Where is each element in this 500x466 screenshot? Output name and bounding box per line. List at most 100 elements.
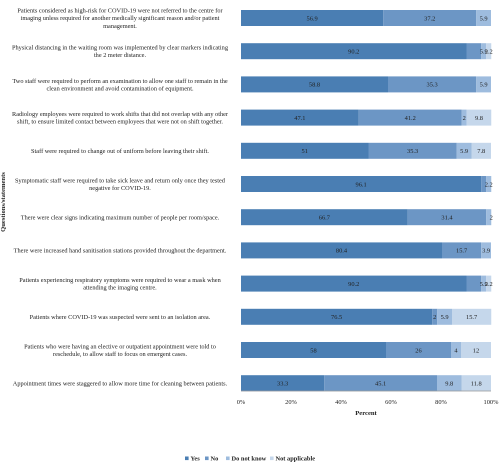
bar-segment: [486, 43, 492, 60]
data-label: 15.7: [466, 314, 478, 321]
legend: Yes No Do not know Not applicable: [185, 456, 315, 463]
bar-segment: [432, 308, 438, 325]
x-axis-ticks: 0% 20% 40% 60% 80% 100%: [237, 399, 499, 406]
data-label: 2.2: [485, 281, 493, 288]
legend-swatch: [185, 456, 189, 461]
bar-segment: [241, 209, 408, 226]
x-tick-label: 40%: [335, 399, 347, 406]
data-label: 2: [433, 314, 436, 321]
legend-swatch: [205, 456, 209, 461]
category-label: shift, to ensure limited contact between…: [17, 119, 223, 126]
data-label: 3.9: [482, 248, 490, 255]
category-label: management.: [103, 23, 137, 30]
data-label: 2.2: [485, 181, 493, 188]
bar-segment: [481, 242, 491, 259]
data-label: 56.9: [307, 15, 318, 22]
data-label: 9.8: [445, 381, 453, 388]
category-label: Staff were required to change out of uni…: [31, 148, 209, 155]
legend-label: Not applicable: [276, 456, 316, 463]
legend-swatch: [226, 456, 230, 461]
x-tick-label: 20%: [285, 399, 297, 406]
bar-segment: [461, 109, 467, 126]
x-axis-title: Percent: [355, 410, 377, 417]
bar-segment: [476, 76, 491, 93]
bar-segment: [466, 109, 492, 126]
data-label: 96.1: [356, 181, 367, 188]
data-label: 2: [463, 115, 466, 122]
data-label: 51: [302, 148, 308, 155]
x-tick-label: 60%: [385, 399, 397, 406]
category-label: negative for COVID-19.: [89, 185, 151, 192]
bar-segment: [241, 242, 442, 259]
data-label: 58.8: [309, 82, 320, 89]
category-label: Radiology employees were required to wor…: [12, 111, 229, 118]
data-label: 76.5: [331, 314, 342, 321]
data-label: 45.1: [375, 381, 386, 388]
category-label: Patients where COVID-19 was suspected we…: [30, 314, 211, 321]
bar-segment: [241, 275, 467, 292]
data-label: 26: [415, 347, 421, 354]
data-label: 66.7: [319, 215, 331, 222]
category-label: imaging unless required for another medi…: [21, 15, 220, 22]
bar-segment: [241, 142, 369, 159]
legend-label: Do not know: [232, 456, 267, 463]
data-label: 11.8: [471, 381, 482, 388]
data-label: 33.3: [277, 381, 288, 388]
bar-segment: [388, 76, 477, 93]
bar-segment: [324, 375, 437, 392]
data-label: 5.9: [480, 82, 488, 89]
category-label: Patients experiencing respiratory sympto…: [19, 277, 221, 284]
bar-segment: [241, 176, 482, 192]
bar-segment: [486, 209, 492, 226]
category-label: There were clear signs indicating maximu…: [21, 214, 220, 221]
category-label: the 2 meter distance.: [94, 52, 147, 59]
data-label: 2: [490, 215, 493, 222]
bar-segment: [461, 375, 491, 392]
bar-segment: [481, 43, 487, 60]
data-labels: 56.9 37.2 5.990.2 5.92.258.8 35.3 5.947.1 41.2…: [277, 15, 493, 387]
category-label: attending the imaging centre.: [83, 285, 157, 292]
category-label: Appointment times were staggered to allo…: [13, 380, 228, 387]
bar-segment: [456, 142, 472, 159]
y-axis-title: Questions/statements: [0, 172, 7, 232]
legend-label: Yes: [191, 456, 201, 463]
category-labels: Patients considered as high-risk for COV…: [12, 8, 229, 388]
data-label: 5.9: [480, 281, 488, 288]
bar-segment: [466, 43, 482, 60]
legend-swatch: [270, 456, 274, 461]
data-label: 7.8: [477, 148, 485, 155]
bar-segment: [481, 275, 487, 292]
data-label: 15.7: [456, 248, 468, 255]
data-label: 37.2: [424, 15, 435, 22]
category-label: Patients considered as high-risk for COV…: [17, 8, 223, 15]
x-tick-label: 80%: [435, 399, 447, 406]
data-label: 80.4: [336, 248, 348, 255]
legend-label: No: [211, 456, 219, 463]
category-label: Physical distancing in the waiting room …: [12, 45, 229, 52]
bar-segment: [486, 176, 492, 192]
bar-segment: [241, 76, 388, 93]
x-tick-label: 0%: [237, 399, 246, 406]
bar-segment: [358, 109, 462, 126]
data-label: 9.8: [475, 115, 483, 122]
bar-segment: [461, 342, 491, 358]
bar-segment: [437, 308, 452, 325]
bar-segment: [437, 375, 462, 392]
bar-segment: [241, 308, 433, 325]
data-label: 12: [473, 347, 479, 354]
data-label: 5.9: [480, 49, 488, 56]
bar-segment: [241, 342, 386, 358]
bar-segment: [442, 242, 482, 259]
data-label: 5.9: [441, 314, 449, 321]
x-tick-label: 100%: [484, 399, 500, 406]
bar-segments: [241, 10, 492, 392]
bar-segment: [452, 308, 492, 325]
data-label: 58: [310, 347, 316, 354]
data-label: 47.1: [294, 115, 305, 122]
data-label: 4: [454, 347, 458, 354]
data-label: 31.4: [441, 215, 453, 222]
bar-segment: [386, 342, 451, 358]
bar-segment: [241, 43, 467, 60]
data-label: 5.9: [460, 148, 468, 155]
category-label: There were increased hand sanitisation s…: [14, 248, 227, 255]
